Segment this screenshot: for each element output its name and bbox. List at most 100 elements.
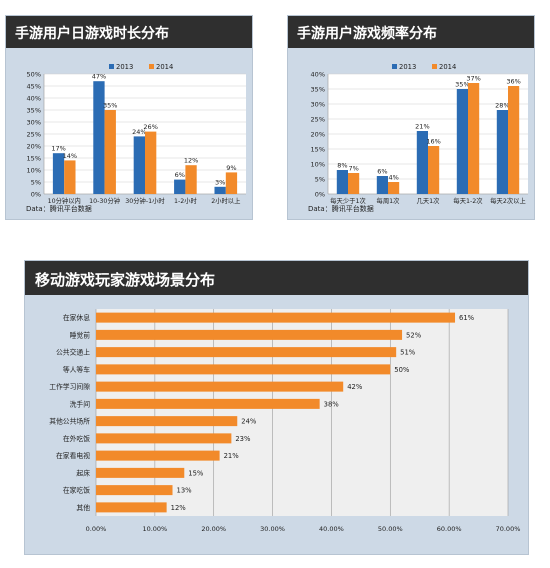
duration-ytick-label: 35% xyxy=(27,107,41,115)
duration-category-label: 2小时以上 xyxy=(211,196,240,205)
scenes-category-label: 睡觉前 xyxy=(70,330,91,339)
duration-chart-source: Data：腾讯平台数据 xyxy=(26,205,92,213)
scenes-category-label: 其他公共场所 xyxy=(49,417,90,426)
duration-data-label: 26% xyxy=(143,123,157,131)
duration-legend-swatch-2013 xyxy=(109,64,114,69)
frequency-ytick-label: 35% xyxy=(311,86,325,94)
duration-bar-2013 xyxy=(133,136,145,194)
frequency-bar-2013 xyxy=(336,170,348,194)
duration-legend-swatch-2014 xyxy=(149,64,154,69)
frequency-chart: 0% 5% 10% 15% 20% 25% 30% 35% 40% 8% 7% 每天少于1次 6%4% 每… xyxy=(311,63,528,205)
duration-ytick-label: 15% xyxy=(27,155,41,163)
frequency-data-label: 16% xyxy=(426,138,440,146)
duration-data-label: 14% xyxy=(63,152,77,160)
frequency-data-label: 4% xyxy=(388,174,398,182)
duration-ytick-label: 40% xyxy=(27,95,41,103)
scenes-category-label: 起床 xyxy=(76,468,90,477)
scenes-category-label: 其他 xyxy=(76,503,90,512)
frequency-bar-2013 xyxy=(456,89,468,194)
scenes-category-label: 工作学习间隙 xyxy=(49,382,90,391)
duration-category-label: 10-30分钟 xyxy=(89,196,120,205)
scenes-bar xyxy=(96,381,344,392)
frequency-ytick-label: 10% xyxy=(311,161,325,169)
scenes-data-label: 23% xyxy=(235,435,251,443)
frequency-legend-swatch-2014 xyxy=(432,64,437,69)
duration-category-label: 1-2小时 xyxy=(174,196,198,205)
frequency-bar-2013 xyxy=(496,110,508,194)
frequency-data-label: 8% xyxy=(337,162,347,170)
scenes-category-label: 在外吃饭 xyxy=(63,434,90,443)
scenes-data-label: 52% xyxy=(406,331,422,339)
scenes-data-label: 51% xyxy=(400,349,416,357)
scenes-bar xyxy=(96,416,238,427)
scenes-category-label: 在家吃饭 xyxy=(63,486,90,495)
duration-ytick-label: 30% xyxy=(27,119,41,127)
scenes-category-label: 在家看电视 xyxy=(56,451,90,460)
scenes-chart-title: 移动游戏玩家游戏场景分布 xyxy=(25,261,528,295)
duration-bar-2014 xyxy=(225,172,238,194)
duration-ytick-label: 0% xyxy=(31,191,41,199)
duration-ytick-label: 5% xyxy=(31,179,41,187)
frequency-data-label: 7% xyxy=(348,165,358,173)
scenes-category-label: 等人等车 xyxy=(63,365,90,374)
duration-data-label: 12% xyxy=(184,157,198,165)
duration-bar-2014 xyxy=(145,131,157,194)
scenes-bar xyxy=(96,312,456,323)
frequency-ytick-label: 25% xyxy=(311,116,325,124)
frequency-bar-2014 xyxy=(388,182,400,194)
duration-data-label: 3% xyxy=(215,178,225,186)
duration-data-label: 35% xyxy=(103,102,117,110)
scenes-xtick-label: 50.00% xyxy=(378,525,403,533)
frequency-ytick-label: 15% xyxy=(311,146,325,154)
scenes-data-label: 15% xyxy=(188,469,204,477)
duration-legend-label-2014: 2014 xyxy=(156,63,173,71)
scenes-bar xyxy=(96,398,320,409)
scenes-data-label: 24% xyxy=(241,418,257,426)
scenes-bar xyxy=(96,502,167,513)
frequency-chart-title: 手游用户游戏频率分布 xyxy=(288,16,534,48)
frequency-bar-2014 xyxy=(468,83,480,194)
duration-bar-2013 xyxy=(93,81,105,194)
frequency-bar-2013 xyxy=(416,131,428,194)
scenes-xtick-label: 10.00% xyxy=(142,525,167,533)
scenes-bar xyxy=(96,450,220,461)
frequency-ytick-label: 40% xyxy=(311,71,325,79)
duration-data-label: 6% xyxy=(175,171,185,179)
scenes-bar xyxy=(96,364,391,375)
frequency-bar-2014 xyxy=(428,146,440,194)
frequency-ytick-label: 0% xyxy=(315,191,325,199)
scenes-bar xyxy=(96,485,173,496)
frequency-data-label: 36% xyxy=(506,78,520,86)
duration-data-label: 17% xyxy=(51,145,65,153)
scenes-bar xyxy=(96,467,185,478)
scenes-bar xyxy=(96,347,397,358)
scenes-xtick-label: 70.00% xyxy=(496,525,521,533)
duration-ytick-label: 10% xyxy=(27,167,41,175)
frequency-ytick-label: 20% xyxy=(311,131,325,139)
frequency-data-label: 37% xyxy=(466,75,480,83)
frequency-legend-swatch-2013 xyxy=(392,64,397,69)
scenes-data-label: 13% xyxy=(177,487,193,495)
scenes-data-label: 12% xyxy=(171,504,187,512)
frequency-legend-label-2013: 2013 xyxy=(399,63,416,71)
scenes-xtick-label: 30.00% xyxy=(260,525,285,533)
frequency-data-label: 35% xyxy=(455,81,469,89)
frequency-category-label: 几天1次 xyxy=(417,196,441,205)
scenes-data-label: 42% xyxy=(347,383,363,391)
duration-bar-2013 xyxy=(52,153,65,194)
duration-bar-2014 xyxy=(185,165,197,194)
frequency-data-label: 21% xyxy=(415,123,429,131)
duration-chart: 0% 5% 10% 15% 20% 25% 30% 35% 40% 45% 50% 17%14% 10分… xyxy=(27,63,246,205)
frequency-category-label: 每周1次 xyxy=(377,196,401,205)
duration-bar-2014 xyxy=(104,110,116,194)
scenes-xtick-label: 0.00% xyxy=(86,525,107,533)
duration-data-label: 9% xyxy=(226,164,236,172)
scenes-xtick-label: 60.00% xyxy=(437,525,462,533)
scenes-category-label: 公共交通上 xyxy=(56,348,90,357)
frequency-category-label: 每天少于1次 xyxy=(330,196,366,205)
frequency-bar-2014 xyxy=(348,173,360,194)
frequency-chart-source: Data：腾讯平台数据 xyxy=(308,205,374,213)
frequency-category-label: 每天1-2次 xyxy=(453,196,483,205)
duration-ytick-label: 45% xyxy=(27,83,41,91)
frequency-category-label: 每天2次以上 xyxy=(490,196,526,205)
